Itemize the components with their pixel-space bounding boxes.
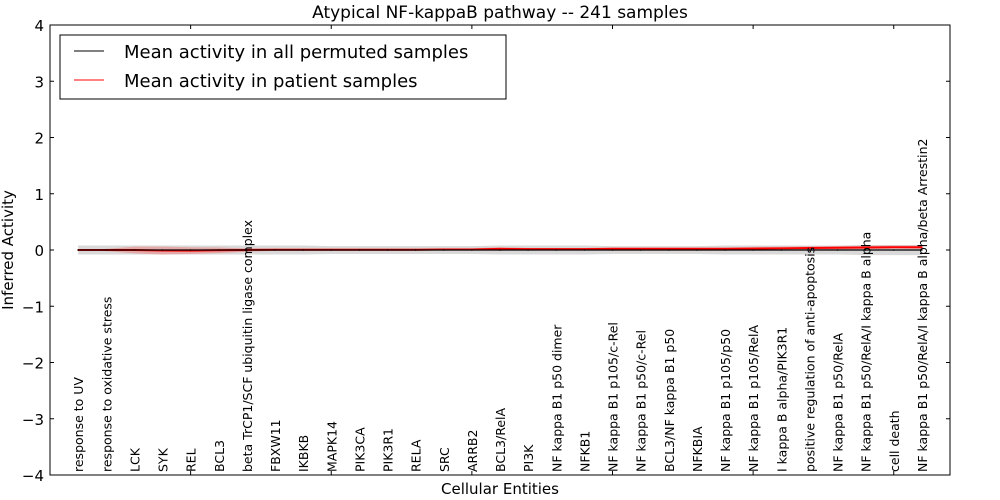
- x-tick-label: NFKB1: [577, 431, 592, 472]
- data-point: [414, 249, 417, 251]
- data-point: [611, 248, 614, 250]
- data-point: [724, 249, 726, 251]
- x-tick-label: REL: [184, 448, 199, 472]
- data-point: [471, 249, 473, 251]
- x-tick-label: BCL3/RelA: [493, 408, 508, 472]
- y-axis-label: Inferred Activity: [0, 190, 17, 310]
- x-tick-label: beta TrCP1/SCF ubiquitin ligase complex: [240, 220, 255, 472]
- data-point: [696, 249, 698, 251]
- x-tick-label: BCL3/NF kappa B1 p50: [662, 329, 677, 472]
- data-point: [583, 249, 586, 251]
- x-tick-label: positive regulation of anti-apoptosis: [802, 247, 817, 472]
- data-point: [161, 249, 164, 251]
- x-tick-label: NF kappa B1 p105/c-Rel: [606, 322, 621, 472]
- x-tick-label: SYK: [156, 447, 171, 472]
- data-point: [836, 246, 839, 249]
- data-point: [527, 249, 529, 251]
- data-point: [499, 248, 501, 250]
- data-point: [836, 249, 839, 251]
- data-point: [555, 249, 558, 251]
- data-point: [105, 249, 108, 251]
- data-point: [639, 249, 642, 251]
- x-tick-label: PIK3R1: [381, 428, 396, 472]
- data-point: [639, 248, 642, 250]
- chart-title: Atypical NF-kappaB pathway -- 241 sample…: [312, 3, 688, 23]
- data-point: [864, 246, 867, 249]
- data-point: [667, 248, 670, 250]
- data-point: [133, 249, 136, 251]
- legend-box: [59, 34, 507, 100]
- y-tick-label: −3: [22, 411, 44, 429]
- data-point: [892, 249, 895, 251]
- x-tick-label: response to oxidative stress: [99, 297, 114, 472]
- x-tick-label: NF kappa B1 p105/RelA: [746, 325, 761, 472]
- legend-label-patient: Mean activity in patient samples: [124, 71, 418, 92]
- data-point: [892, 246, 895, 248]
- data-point: [724, 248, 726, 250]
- x-tick-label: cell death: [887, 410, 902, 472]
- data-point: [77, 249, 79, 251]
- x-axis-label: Cellular Entities: [441, 480, 559, 498]
- x-tick-label: response to UV: [71, 377, 86, 472]
- x-tick-label: FBXW11: [268, 419, 283, 472]
- x-tick-label: RELA: [409, 439, 424, 472]
- x-tick-label: SRC: [437, 447, 452, 472]
- x-tick-label: ARRB2: [465, 430, 480, 472]
- y-tick-label: −1: [22, 298, 44, 316]
- x-tick-label: NF kappa B1 p50/c-Rel: [634, 330, 649, 472]
- y-tick-label: 0: [34, 242, 44, 260]
- data-point: [330, 249, 333, 251]
- x-tick-label: IKBKB: [296, 435, 311, 472]
- data-point: [921, 246, 923, 248]
- x-tick-label: BCL3: [212, 440, 227, 472]
- data-point: [246, 249, 248, 251]
- data-point: [386, 249, 389, 251]
- data-point: [696, 248, 698, 250]
- y-tick-label: 3: [34, 73, 44, 91]
- x-tick-label: LCK: [127, 447, 142, 472]
- y-tick-label: −4: [22, 467, 44, 485]
- data-point: [752, 247, 754, 250]
- data-point: [780, 249, 783, 251]
- y-tick-label: −2: [22, 355, 44, 373]
- data-point: [358, 249, 361, 251]
- data-point: [302, 249, 304, 251]
- legend: Mean activity in all permuted samples Me…: [59, 34, 507, 100]
- data-point: [442, 249, 445, 251]
- data-point: [864, 249, 867, 251]
- x-tick-label: NF kappa B1 p50/RelA: [831, 332, 846, 472]
- y-tick-label: 2: [34, 130, 44, 148]
- data-point: [808, 247, 811, 249]
- x-tick-label: NF kappa B1 p50 dimer: [549, 324, 564, 472]
- y-tick-label: 4: [34, 17, 44, 35]
- x-tick-label: I kappa B alpha/PIK3R1: [774, 327, 789, 472]
- y-tick-label: 1: [34, 186, 44, 204]
- legend-label-permuted: Mean activity in all permuted samples: [124, 42, 468, 63]
- x-tick-label: MAPK14: [324, 421, 339, 472]
- x-tick-label: NF kappa B1 p50/RelA/I kappa B alpha/bet…: [915, 139, 930, 473]
- x-tick-label: NFKBIA: [690, 426, 705, 472]
- data-point: [189, 249, 192, 251]
- data-point: [217, 249, 220, 251]
- x-tick-label: NF kappa B1 p50/RelA/I kappa B alpha: [859, 232, 874, 472]
- data-point: [611, 249, 614, 251]
- data-point: [752, 249, 754, 251]
- data-point: [499, 249, 501, 251]
- x-tick-label: PIK3CA: [352, 427, 367, 472]
- x-tick-label: PI3K: [521, 444, 536, 472]
- data-point: [274, 249, 276, 251]
- data-point: [667, 249, 670, 251]
- x-tick-label: NF kappa B1 p105/p50: [718, 329, 733, 472]
- data-point: [780, 247, 783, 250]
- data-point: [921, 249, 923, 251]
- data-point: [808, 249, 811, 251]
